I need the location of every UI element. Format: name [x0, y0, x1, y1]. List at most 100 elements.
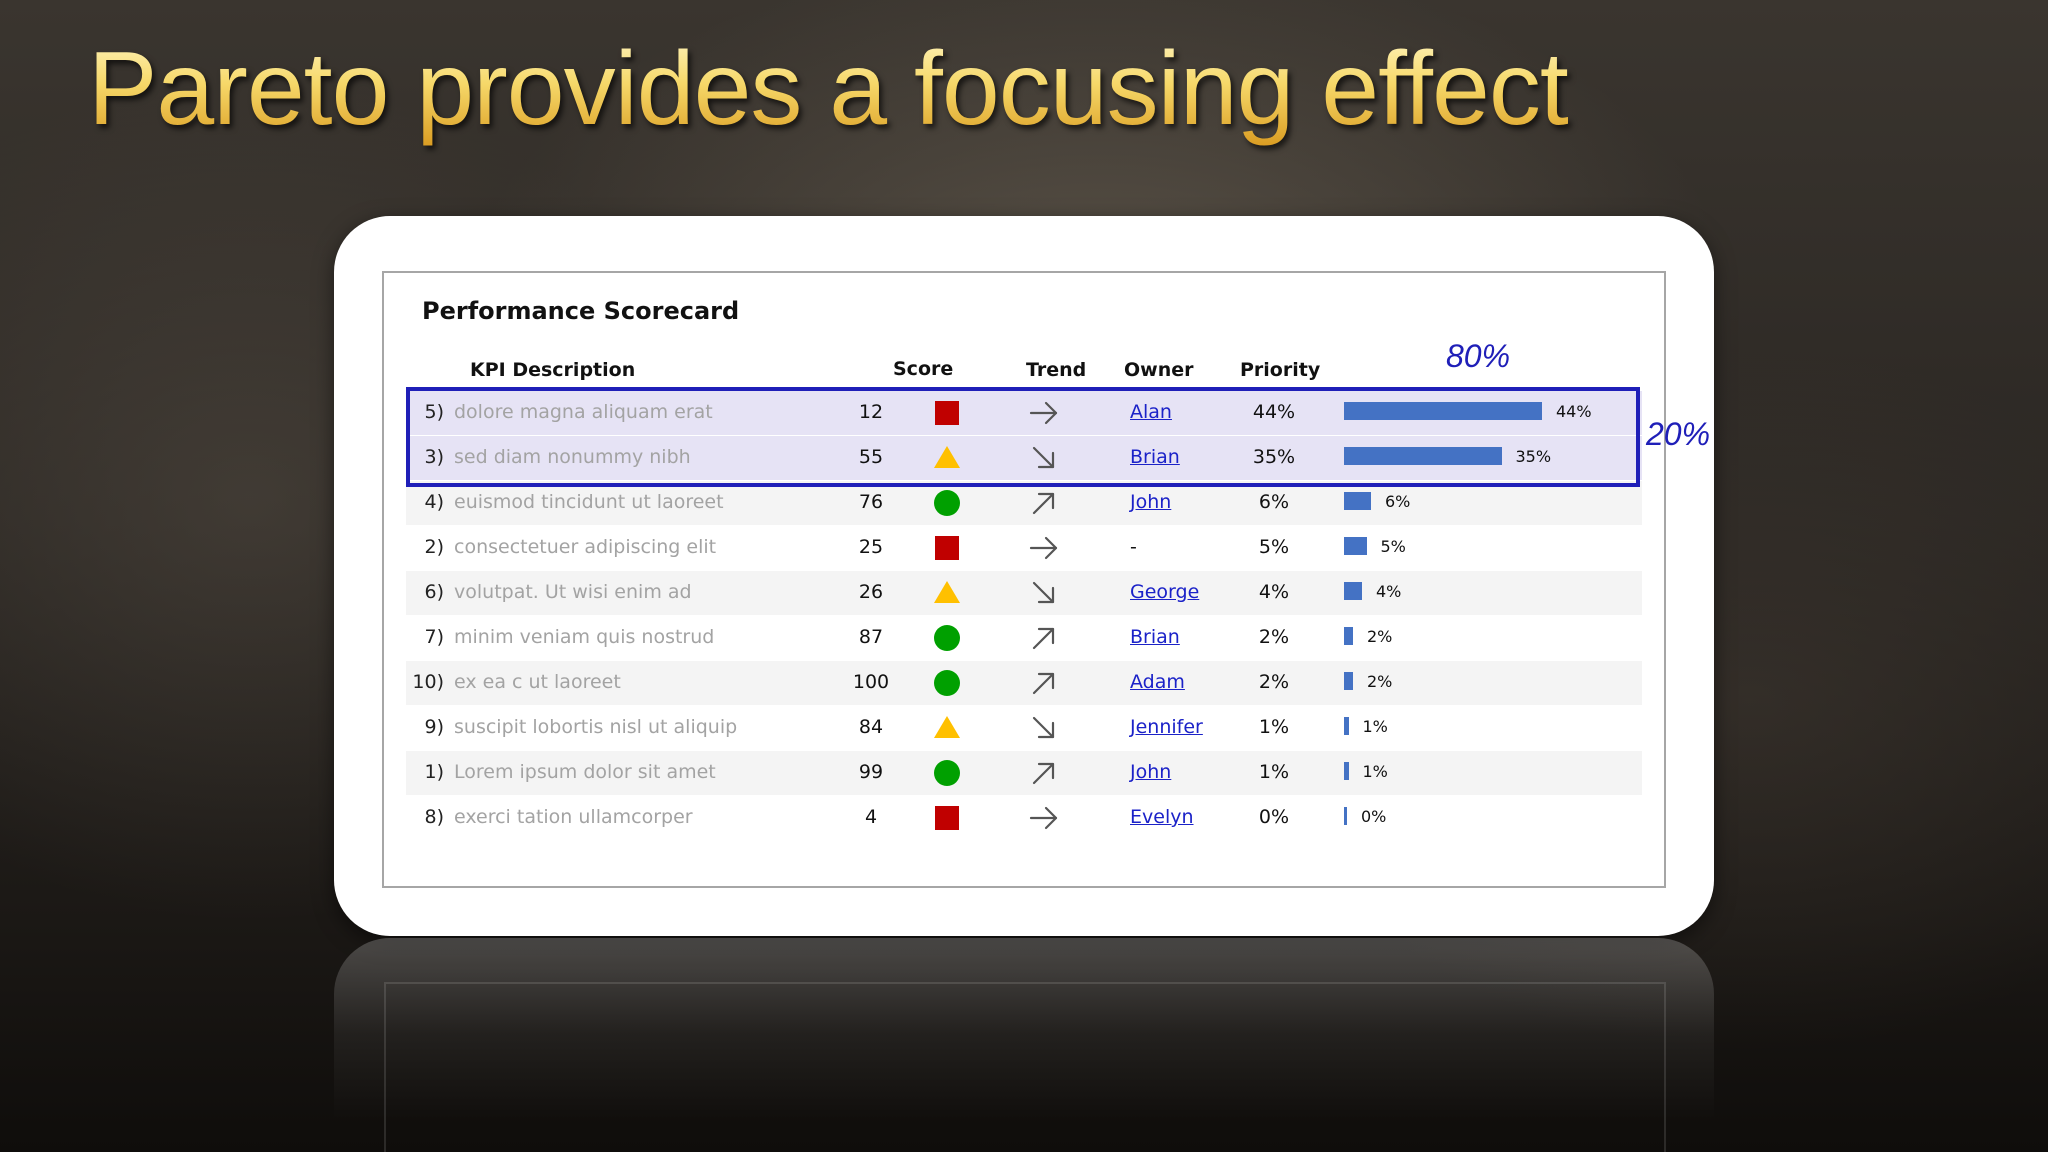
- priority-bar-label: 44%: [1556, 402, 1592, 421]
- column-header-kpi: KPI Description: [470, 359, 636, 381]
- priority-bar-label: 35%: [1515, 447, 1552, 466]
- priority-bar: [1344, 582, 1362, 600]
- owner-link[interactable]: Evelyn: [1130, 806, 1194, 828]
- arrow-up-right-icon: [1028, 757, 1060, 789]
- priority-bar-cell: 44%: [1344, 402, 1634, 422]
- column-header-priority: Priority: [1240, 359, 1321, 381]
- kpi-description: dolore magna aliquam erat: [454, 401, 713, 423]
- arrow-right-icon: [1028, 802, 1060, 834]
- kpi-description: ex ea c ut laoreet: [454, 671, 621, 693]
- owner-link[interactable]: Adam: [1130, 671, 1185, 693]
- priority-bar-cell: 1%: [1344, 762, 1634, 782]
- reflection-frame: [384, 982, 1666, 1152]
- row-rank: 5): [424, 401, 444, 423]
- arrow-up-right-icon: [1028, 487, 1060, 519]
- priority-value: 5%: [1258, 536, 1290, 558]
- slide-title: Pareto provides a focusing effect: [88, 31, 1569, 147]
- kpi-score: 25: [858, 536, 884, 558]
- column-header-trend: Trend: [1026, 359, 1087, 381]
- priority-bar: [1344, 672, 1353, 690]
- kpi-description: minim veniam quis nostrud: [454, 626, 715, 648]
- priority-value: 2%: [1258, 626, 1290, 648]
- scorecard-panel: Performance Scorecard KPI Description Sc…: [382, 271, 1666, 888]
- arrow-up-right-icon: [1028, 667, 1060, 699]
- priority-bar-label: 4%: [1376, 582, 1402, 601]
- priority-value: 0%: [1258, 806, 1290, 828]
- priority-bar-label: 0%: [1361, 807, 1387, 826]
- priority-bar-cell: 2%: [1344, 672, 1634, 692]
- priority-bar-label: 2%: [1367, 627, 1393, 646]
- kpi-score: 87: [858, 626, 884, 648]
- green-circle-icon: [932, 623, 962, 653]
- priority-bar-cell: 35%: [1344, 447, 1634, 467]
- owner-link[interactable]: Brian: [1130, 626, 1180, 648]
- priority-bar: [1344, 537, 1367, 555]
- row-rank: 2): [424, 536, 444, 558]
- priority-bar: [1344, 402, 1542, 420]
- priority-bar: [1344, 717, 1349, 735]
- priority-bar-cell: 0%: [1344, 807, 1634, 827]
- priority-bar-label: 5%: [1380, 537, 1406, 556]
- priority-bar: [1344, 807, 1347, 825]
- priority-value: 4%: [1258, 581, 1290, 603]
- table-row: 7) minim veniam quis nostrud 87 Brian 2% 2%: [406, 616, 1642, 660]
- kpi-score: 4: [864, 806, 878, 828]
- kpi-score: 76: [858, 491, 884, 513]
- red-square-icon: [932, 803, 962, 833]
- kpi-description: euismod tincidunt ut laoreet: [454, 491, 724, 513]
- green-circle-icon: [932, 668, 962, 698]
- kpi-description: sed diam nonummy nibh: [454, 446, 691, 468]
- row-rank: 10): [412, 671, 444, 693]
- green-circle-icon: [932, 758, 962, 788]
- priority-bar-cell: 5%: [1344, 537, 1634, 557]
- kpi-score: 84: [858, 716, 884, 738]
- card-reflection: [334, 938, 1714, 1152]
- owner-link[interactable]: John: [1130, 761, 1172, 783]
- table-row: 3) sed diam nonummy nibh 55 Brian 35% 35%: [406, 436, 1642, 480]
- arrow-up-right-icon: [1028, 622, 1060, 654]
- arrow-down-right-icon: [1028, 577, 1060, 609]
- scorecard-title: Performance Scorecard: [422, 297, 740, 325]
- priority-bar-label: 1%: [1362, 717, 1388, 736]
- priority-bar-cell: 6%: [1344, 492, 1634, 512]
- yellow-triangle-icon: [932, 713, 962, 743]
- priority-bar-label: 1%: [1362, 762, 1388, 781]
- row-rank: 9): [424, 716, 444, 738]
- arrow-down-right-icon: [1028, 442, 1060, 474]
- priority-bar: [1344, 447, 1502, 465]
- priority-bar-label: 2%: [1367, 672, 1393, 691]
- kpi-description: Lorem ipsum dolor sit amet: [454, 761, 716, 783]
- arrow-right-icon: [1028, 532, 1060, 564]
- row-rank: 8): [424, 806, 444, 828]
- priority-value: 1%: [1258, 716, 1290, 738]
- table-row: 2) consectetuer adipiscing elit 25 - 5% 5%: [406, 526, 1642, 570]
- priority-bar: [1344, 627, 1353, 645]
- row-rank: 7): [424, 626, 444, 648]
- column-header-owner: Owner: [1124, 359, 1194, 381]
- kpi-description: exerci tation ullamcorper: [454, 806, 693, 828]
- priority-bar-cell: 1%: [1344, 717, 1634, 737]
- kpi-score: 55: [858, 446, 884, 468]
- kpi-score: 26: [858, 581, 884, 603]
- owner-link[interactable]: Brian: [1130, 446, 1180, 468]
- yellow-triangle-icon: [932, 578, 962, 608]
- priority-bar: [1344, 762, 1349, 780]
- table-row: 5) dolore magna aliquam erat 12 Alan 44% 44%: [406, 391, 1642, 435]
- row-rank: 1): [424, 761, 444, 783]
- owner-link[interactable]: Alan: [1130, 401, 1172, 423]
- owner-link[interactable]: George: [1130, 581, 1200, 603]
- kpi-score: 100: [852, 671, 890, 693]
- yellow-triangle-icon: [932, 443, 962, 473]
- priority-value: 35%: [1252, 446, 1296, 468]
- owner-link[interactable]: Jennifer: [1130, 716, 1203, 738]
- priority-bar-cell: 4%: [1344, 582, 1634, 602]
- arrow-down-right-icon: [1028, 712, 1060, 744]
- arrow-right-icon: [1028, 397, 1060, 429]
- owner-link[interactable]: John: [1130, 491, 1172, 513]
- priority-value: 2%: [1258, 671, 1290, 693]
- table-row: 8) exerci tation ullamcorper 4 Evelyn 0% 0%: [406, 796, 1642, 840]
- kpi-description: suscipit lobortis nisl ut aliquip: [454, 716, 738, 738]
- table-row: 9) suscipit lobortis nisl ut aliquip 84 Jen…: [406, 706, 1642, 750]
- row-rank: 6): [424, 581, 444, 603]
- priority-value: 1%: [1258, 761, 1290, 783]
